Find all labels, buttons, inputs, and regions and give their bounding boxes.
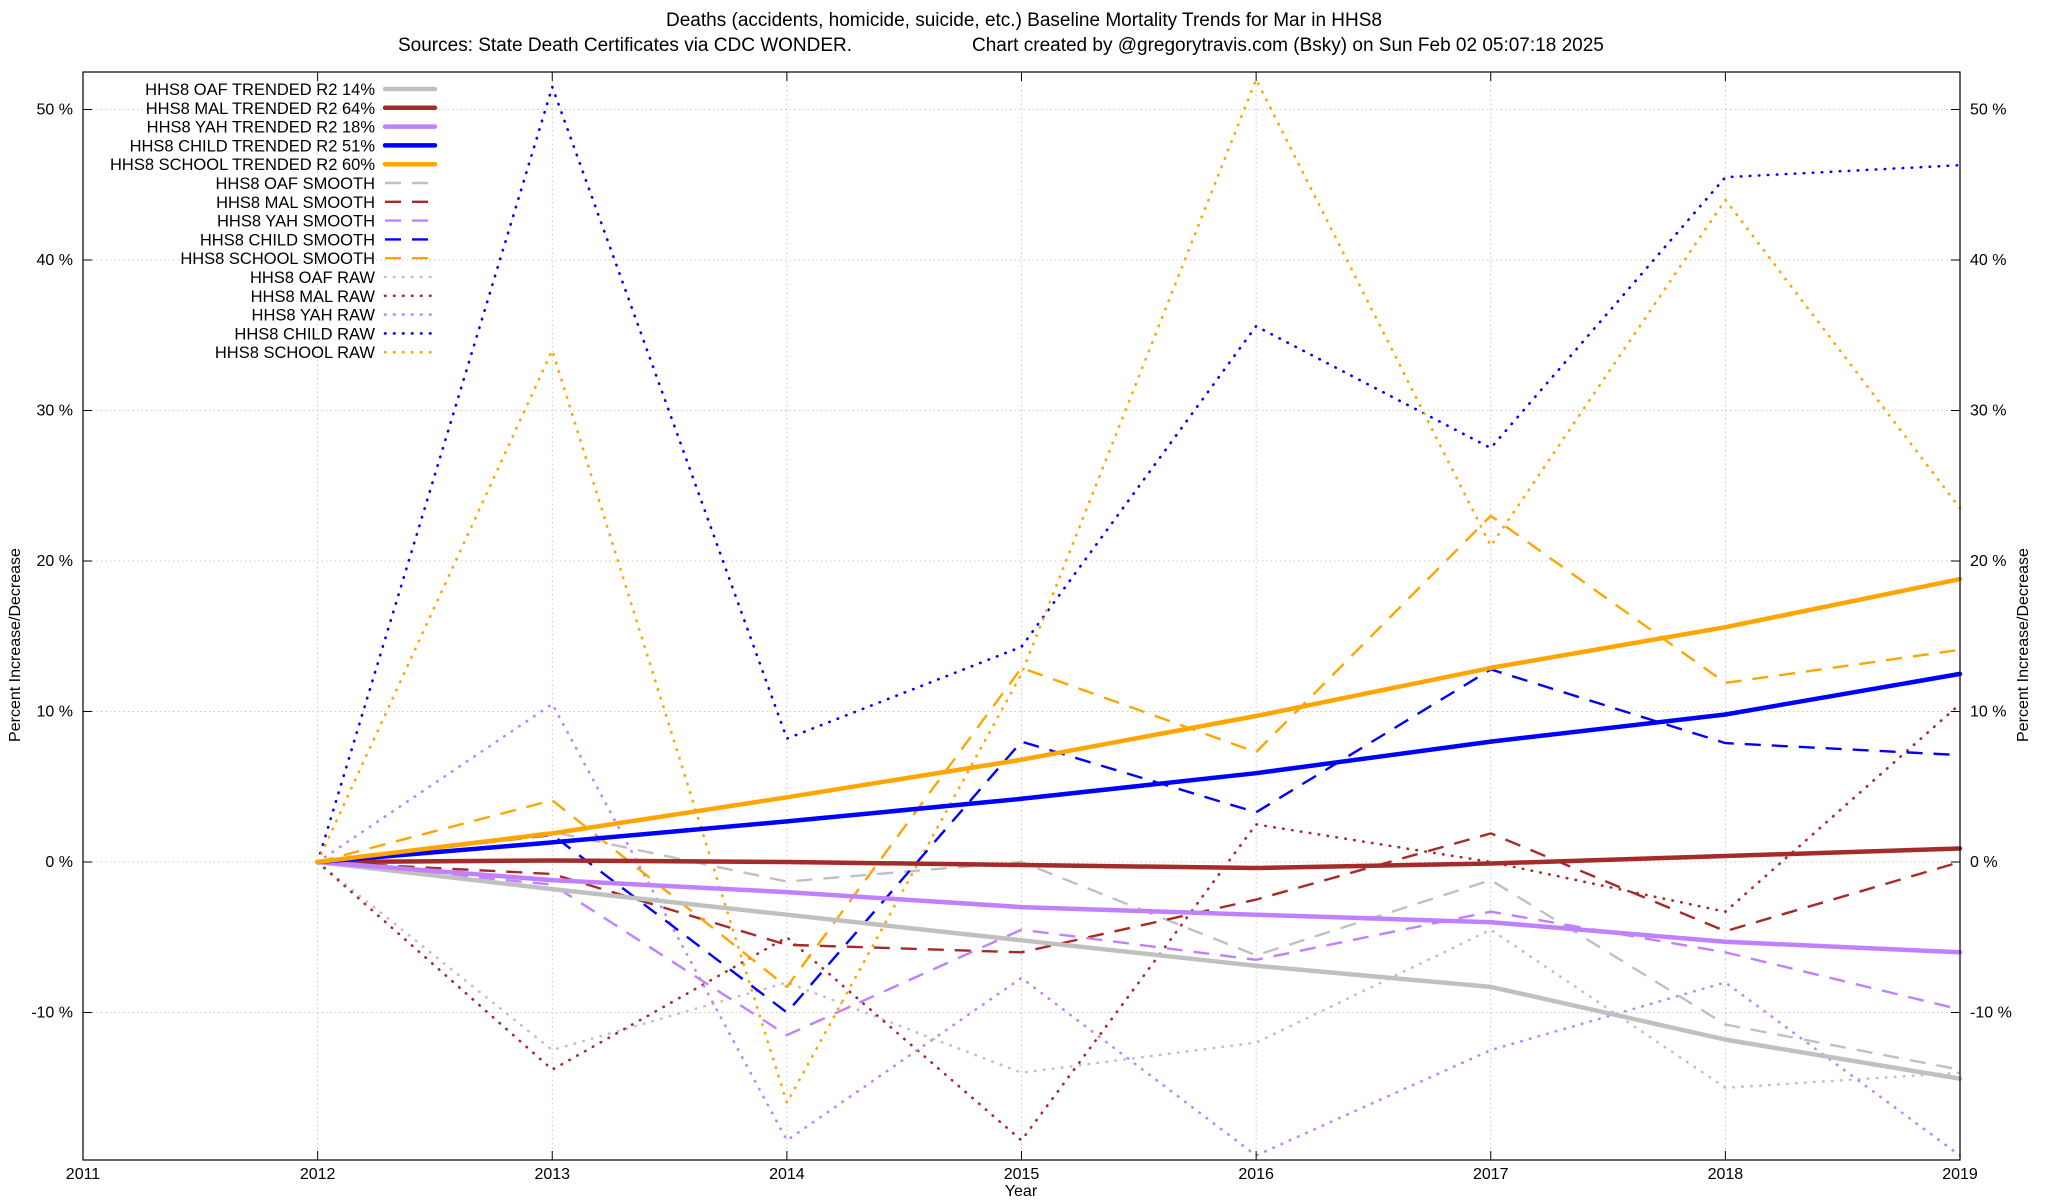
x-tick-label: 2011 — [66, 1166, 101, 1183]
legend-label: HHS8 YAH TRENDED R2 18% — [147, 119, 376, 137]
y-tick-label-left: 10 % — [37, 704, 73, 721]
y-axis-label-left: Percent Increase/Decrease — [7, 548, 24, 742]
series-line-hhs8-school-trended-r2-60 — [315, 576, 1963, 865]
y-tick-label-right: 10 % — [1970, 704, 2006, 721]
legend-label: HHS8 SCHOOL SMOOTH — [180, 250, 375, 268]
legend-label: HHS8 OAF RAW — [250, 269, 375, 287]
legend-label: HHS8 YAH RAW — [252, 307, 376, 325]
x-tick-label: 2013 — [534, 1166, 570, 1183]
x-tick-label: 2019 — [1942, 1166, 1978, 1183]
y-axis-label-right: Percent Increase/Decrease — [2015, 548, 2032, 742]
x-axis-label: Year — [1005, 1183, 1038, 1200]
legend-label: HHS8 SCHOOL TRENDED R2 60% — [110, 156, 375, 174]
series-line-hhs8-yah-smooth — [317, 860, 1961, 1037]
x-tick-label: 2016 — [1238, 1166, 1274, 1183]
legend-label: HHS8 CHILD SMOOTH — [200, 231, 375, 249]
series-line-hhs8-child-trended-r2-51 — [315, 671, 1963, 865]
legend-label: HHS8 MAL TRENDED R2 64% — [146, 100, 376, 118]
y-tick-label-left: 30 % — [37, 403, 73, 420]
chart-subtitle-credit: Chart created by @gregorytravis.com (Bsk… — [972, 35, 1604, 56]
y-tick-label-left: 20 % — [37, 553, 73, 570]
chart-title: Deaths (accidents, homicide, suicide, et… — [666, 10, 1382, 31]
series-line-hhs8-yah-trended-r2-18 — [315, 859, 1963, 955]
y-tick-label-right: 50 % — [1970, 102, 2006, 119]
legend-label: HHS8 MAL SMOOTH — [216, 194, 375, 212]
series-line-hhs8-oaf-raw — [316, 860, 1962, 1090]
legend-label: HHS8 CHILD RAW — [234, 325, 375, 343]
chart-subtitle-sources: Sources: State Death Certificates via CD… — [398, 35, 852, 56]
grid — [83, 72, 1960, 1160]
x-tick-label: 2014 — [769, 1166, 805, 1183]
y-tick-label-right: 0 % — [1970, 854, 1998, 871]
y-tick-label-left: 50 % — [37, 102, 73, 119]
legend-label: HHS8 CHILD TRENDED R2 51% — [130, 137, 376, 155]
x-tick-label: 2018 — [1708, 1166, 1744, 1183]
series-line-hhs8-school-raw — [316, 78, 1962, 1105]
series-lines — [315, 78, 1963, 1157]
y-tick-label-right: 40 % — [1970, 252, 2006, 269]
legend-label: HHS8 MAL RAW — [251, 288, 376, 306]
x-tick-label: 2012 — [300, 1166, 336, 1183]
series-line-hhs8-mal-smooth — [317, 832, 1961, 954]
legend-label: HHS8 OAF TRENDED R2 14% — [145, 81, 375, 99]
legend-label: HHS8 SCHOOL RAW — [215, 344, 376, 362]
axes: 2011 2012 2013 2014 2015 2016 2017 2018 2019 -10 … — [31, 72, 2012, 1183]
y-tick-label-right: 20 % — [1970, 553, 2006, 570]
series-line-hhs8-mal-trended-r2-64 — [315, 846, 1963, 871]
y-tick-label-right: 30 % — [1970, 403, 2006, 420]
series-line-hhs8-mal-raw — [316, 702, 1962, 1142]
series-line-hhs8-yah-raw — [316, 702, 1962, 1157]
y-tick-label-right: -10 % — [1970, 1005, 2012, 1022]
legend-label: HHS8 OAF SMOOTH — [215, 175, 375, 193]
legend-label: HHS8 YAH SMOOTH — [217, 213, 375, 231]
series-line-hhs8-child-smooth — [317, 668, 1961, 1014]
y-tick-label-left: 0 % — [45, 854, 73, 871]
y-tick-label-left: 40 % — [37, 252, 73, 269]
x-tick-label: 2015 — [1004, 1166, 1040, 1183]
series-line-hhs8-school-smooth — [317, 514, 1961, 989]
x-tick-label: 2017 — [1473, 1166, 1509, 1183]
y-tick-label-left: -10 % — [31, 1005, 73, 1022]
series-line-hhs8-oaf-trended-r2-14 — [315, 859, 1963, 1081]
series-line-hhs8-child-raw — [316, 85, 1962, 864]
legend: HHS8 OAF TRENDED R2 14%HHS8 MAL TRENDED … — [110, 81, 438, 362]
